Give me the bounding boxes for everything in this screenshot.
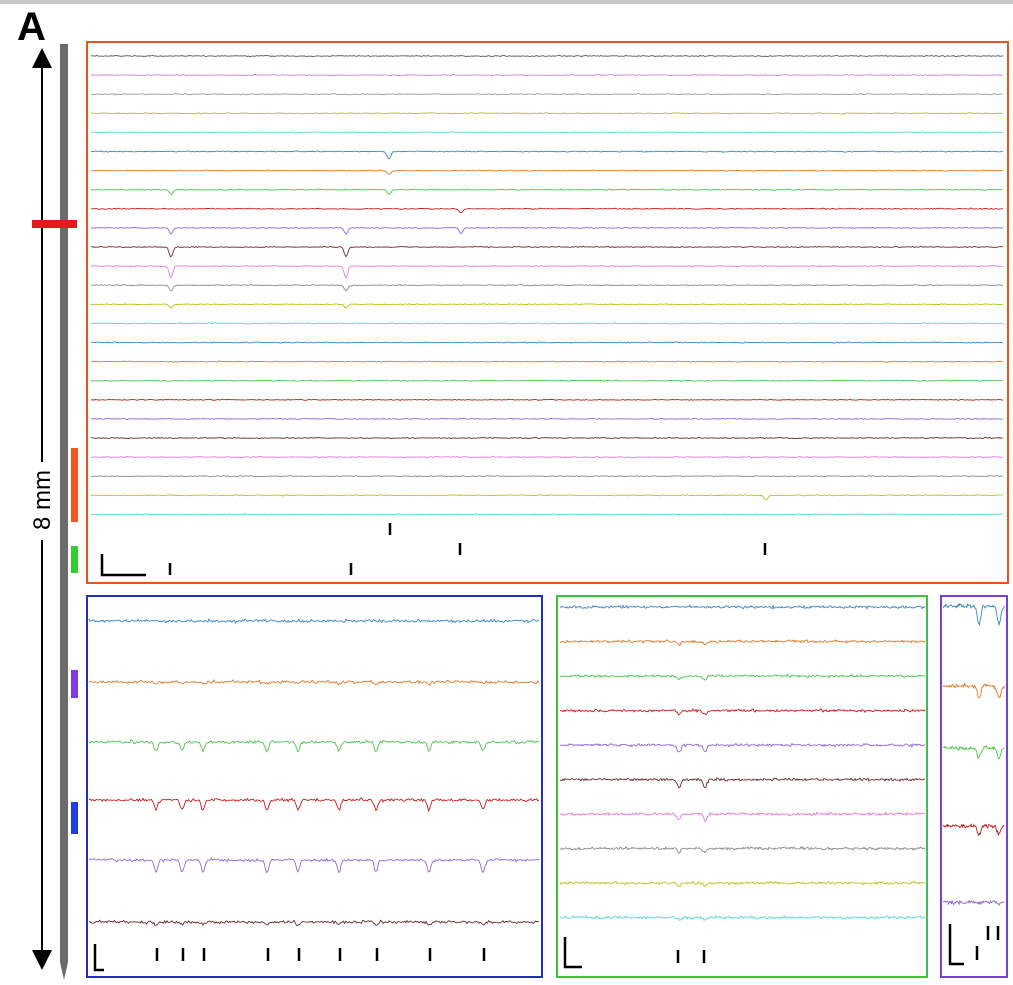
- purple-recording-panel: [940, 595, 1008, 978]
- channel-trace: [88, 797, 540, 812]
- channel-trace: [559, 673, 926, 681]
- channel-trace: [88, 739, 540, 753]
- channel-trace: [559, 811, 926, 823]
- channel-trace: [90, 92, 1004, 96]
- channel-trace: [88, 679, 540, 686]
- green-recording-panel: [556, 595, 928, 978]
- channel-trace: [90, 169, 1004, 175]
- channel-trace: [90, 494, 1004, 501]
- channel-trace: [942, 745, 1005, 760]
- top-panel-frame: [86, 41, 1009, 584]
- channel-trace: [90, 73, 1004, 77]
- blue-recording-panel: [86, 595, 543, 978]
- channel-trace: [90, 284, 1004, 292]
- scale-bar: [948, 924, 964, 966]
- red-site-marker: [32, 220, 77, 228]
- channel-trace: [559, 880, 926, 888]
- channel-trace: [90, 131, 1004, 134]
- channel-trace: [942, 682, 1006, 699]
- channel-trace: [90, 245, 1004, 258]
- top-recording-panel: [86, 41, 1009, 584]
- channel-trace: [90, 436, 1004, 440]
- channel-trace: [942, 603, 1005, 626]
- green-site-marker: [71, 546, 78, 573]
- channel-trace: [88, 919, 540, 926]
- channel-trace: [90, 207, 1004, 213]
- channel-trace: [942, 900, 1005, 906]
- orange-site-marker: [71, 448, 78, 522]
- channel-trace: [90, 322, 1004, 325]
- channel-trace: [559, 604, 926, 610]
- channel-trace: [90, 475, 1004, 478]
- depth-scale-arrow: 8 mm: [29, 48, 56, 970]
- channel-trace: [559, 639, 926, 646]
- top-border-strip: [0, 0, 1013, 4]
- channel-trace: [559, 846, 926, 854]
- scale-label: 8 mm: [29, 470, 56, 530]
- channel-trace: [559, 742, 926, 753]
- channel-trace: [90, 54, 1004, 58]
- channel-trace: [559, 915, 926, 921]
- channel-trace: [559, 777, 926, 789]
- channel-trace: [942, 823, 1005, 836]
- channel-trace: [90, 417, 1004, 421]
- channel-trace: [88, 618, 540, 624]
- channel-trace: [90, 303, 1004, 309]
- channel-trace: [90, 360, 1004, 363]
- blue-panel-frame: [86, 595, 543, 978]
- channel-trace: [90, 112, 1004, 115]
- blue-site-marker: [71, 802, 78, 834]
- channel-trace: [90, 456, 1004, 459]
- channel-trace: [90, 379, 1004, 382]
- probe-shaft: [60, 44, 68, 980]
- channel-trace: [90, 513, 1004, 516]
- purple-panel-frame: [940, 595, 1008, 978]
- panel-label: A: [17, 5, 46, 49]
- channel-trace: [88, 857, 540, 874]
- channel-trace: [90, 398, 1004, 401]
- scale-bar: [93, 944, 104, 972]
- channel-trace: [559, 708, 926, 716]
- purple-site-marker: [71, 670, 78, 698]
- channel-trace: [90, 264, 1004, 279]
- green-panel-frame: [556, 595, 928, 978]
- scale-bar: [563, 937, 582, 969]
- channel-trace: [90, 341, 1004, 344]
- channel-trace: [90, 226, 1004, 235]
- channel-trace: [90, 150, 1004, 160]
- scale-bar: [100, 554, 146, 577]
- channel-trace: [90, 188, 1004, 195]
